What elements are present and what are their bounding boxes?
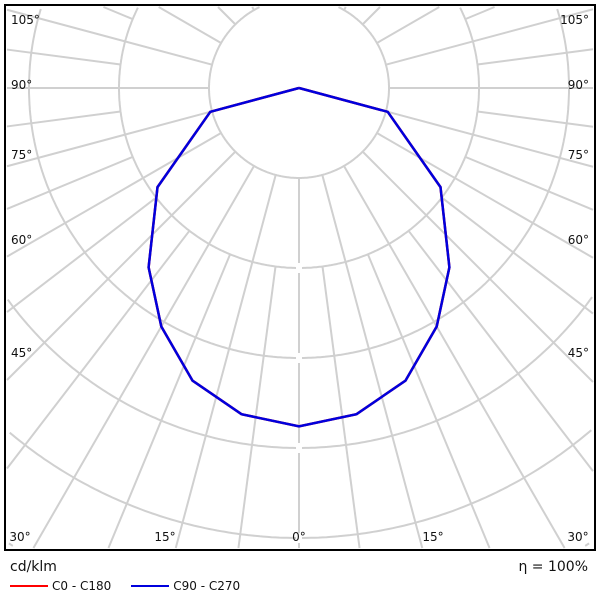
grid-ring	[28, 8, 570, 359]
curve-c90-c270	[147, 86, 451, 428]
grid-spoke	[32, 165, 255, 549]
grid-spoke	[6, 155, 134, 210]
grid-spoke	[407, 230, 594, 472]
grid-spoke	[343, 165, 566, 549]
grid-spoke	[237, 266, 277, 549]
grid-ring	[9, 429, 592, 539]
grid-spoke	[366, 253, 491, 549]
grid-ring	[208, 6, 390, 179]
grid-spoke	[441, 196, 594, 315]
axis-gap	[296, 353, 302, 363]
grid-spoke	[464, 155, 594, 211]
grid-spoke	[6, 132, 222, 258]
grid-spoke	[6, 48, 121, 66]
legend-label: C0 - C180	[52, 579, 112, 593]
grid-spoke	[103, 6, 134, 21]
legend-swatch	[131, 585, 170, 587]
axis-gap	[296, 533, 302, 543]
grid-spoke	[477, 110, 594, 128]
angle-label-right: 90°	[568, 78, 589, 92]
grid-spoke	[385, 110, 594, 168]
grid-spoke	[6, 110, 121, 128]
angle-label: 30°	[567, 530, 588, 544]
legend-label: C90 - C270	[173, 579, 241, 593]
angle-label-left: 105°	[11, 13, 40, 27]
grid-spoke	[6, 230, 191, 470]
grid-spoke	[6, 110, 213, 168]
grid-spoke	[321, 174, 424, 549]
grid-spoke	[107, 253, 232, 549]
angle-label-left: 45°	[11, 346, 32, 360]
angle-label: 15°	[154, 530, 175, 544]
angle-label-left: 60°	[11, 233, 32, 247]
curves	[147, 86, 451, 428]
grid-spoke	[343, 6, 347, 11]
grid-spoke	[361, 6, 381, 26]
angle-label: 0°	[292, 530, 306, 544]
angle-label: 30°	[9, 530, 30, 544]
unit-label: cd/klm	[10, 559, 57, 575]
polar-grid	[6, 6, 594, 549]
polar-chart: 30° 15° 0° 15° 30° 45° 45° 60° 60° 75° 75° 90° 90° 10…	[4, 4, 596, 551]
legend: C0 - C180 C90 - C270	[10, 579, 240, 593]
grid-ring	[8, 542, 590, 547]
grid-spoke	[321, 266, 361, 549]
angle-label-right: 75°	[568, 148, 589, 162]
grid-spoke	[376, 132, 594, 259]
legend-item-c0: C0 - C180	[10, 579, 111, 593]
grid-spoke	[385, 8, 594, 66]
grid-spoke	[217, 6, 237, 26]
grid-spoke	[464, 6, 495, 21]
grid-spoke	[376, 6, 440, 44]
legend-item-c90: C90 - C270	[131, 579, 240, 593]
angle-label-left: 90°	[11, 78, 32, 92]
angle-label-right: 60°	[568, 233, 589, 247]
angle-label-right: 45°	[568, 346, 589, 360]
grid-spoke	[6, 150, 237, 381]
grid-spoke	[6, 196, 157, 313]
angle-label: 15°	[422, 530, 443, 544]
grid-ring	[118, 7, 480, 269]
grid-spoke	[6, 8, 213, 66]
angle-labels: 30° 15° 0° 15° 30° 45° 45° 60° 60° 75° 75° 90° 90° 10…	[9, 13, 589, 544]
angle-label-left: 75°	[11, 148, 32, 162]
grid-spoke	[158, 6, 222, 44]
angle-label-right: 105°	[560, 13, 589, 27]
axis-gap	[296, 263, 302, 273]
grid-spoke	[174, 174, 277, 549]
efficiency-label: η = 100%	[518, 559, 588, 575]
legend-swatch	[10, 585, 48, 587]
grid-spoke	[361, 150, 594, 383]
chart-frame	[4, 4, 596, 551]
axis-gap	[296, 443, 302, 453]
grid-spoke	[477, 48, 594, 66]
grid-spoke	[251, 6, 255, 11]
